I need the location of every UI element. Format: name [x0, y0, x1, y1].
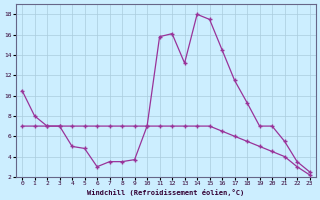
- X-axis label: Windchill (Refroidissement éolien,°C): Windchill (Refroidissement éolien,°C): [87, 189, 244, 196]
